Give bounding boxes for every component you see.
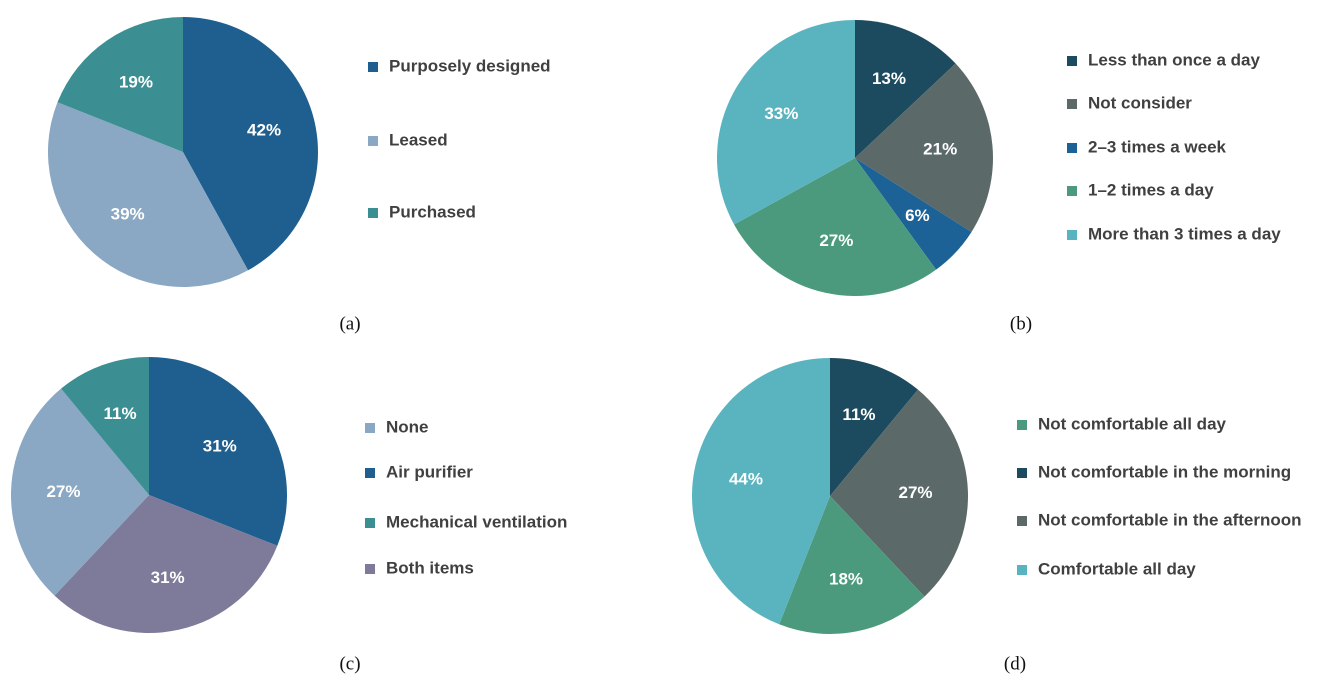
legend-label: Leased [389, 130, 448, 149]
legend-label: Purposely designed [389, 56, 551, 75]
pie-slice [61, 357, 149, 495]
legend-label: Less than once a day [1088, 50, 1260, 69]
legend-swatch [1067, 230, 1077, 240]
legend-label: Not comfortable in the afternoon [1038, 510, 1302, 529]
legend-swatch [365, 564, 375, 574]
data-label: 13% [872, 69, 906, 88]
pie-slice [830, 358, 918, 496]
legend-label: Purchased [389, 202, 476, 221]
data-label: 31% [203, 436, 237, 455]
data-label: 18% [829, 570, 863, 589]
legend-swatch [365, 468, 375, 478]
legend-label: 1–2 times a day [1088, 180, 1214, 199]
legend-swatch [1067, 99, 1077, 109]
legend-label: Both items [386, 558, 474, 577]
panel-caption: (c) [339, 653, 360, 674]
pie-slice [855, 63, 994, 232]
data-label: 39% [111, 204, 145, 223]
legend-label: None [386, 417, 429, 436]
legend-label: Not comfortable in the morning [1038, 462, 1291, 481]
data-label: 11% [842, 405, 875, 424]
pie-slice [717, 20, 855, 225]
legend-swatch [368, 208, 378, 218]
legend-label: More than 3 times a day [1088, 224, 1281, 243]
data-label: 27% [46, 482, 80, 501]
pie-slice [734, 158, 937, 297]
legend-swatch [1067, 186, 1077, 196]
legend-label: Mechanical ventilation [386, 512, 567, 531]
data-label: 27% [899, 483, 933, 502]
pie-slice [149, 357, 287, 546]
pie-slice [183, 17, 318, 271]
legend-swatch [365, 423, 375, 433]
data-label: 21% [923, 139, 957, 158]
legend-swatch [368, 136, 378, 146]
legend-label: Not consider [1088, 93, 1192, 112]
pie-slice [10, 388, 150, 596]
pie-slice [692, 358, 830, 625]
data-label: 6% [905, 206, 930, 225]
panel-caption: (d) [1004, 653, 1026, 674]
data-label: 27% [819, 231, 853, 250]
data-label: 44% [729, 469, 763, 488]
legend-swatch [365, 518, 375, 528]
data-label: 42% [247, 121, 281, 140]
pie-slice [855, 20, 956, 158]
pie-slice [54, 495, 278, 633]
data-label: 11% [103, 404, 136, 423]
legend-swatch [1017, 420, 1027, 430]
legend-swatch [368, 62, 378, 72]
pie-slice [779, 496, 925, 634]
legend-swatch [1017, 468, 1027, 478]
pie-slice [855, 158, 972, 270]
legend-label: Not comfortable all day [1038, 414, 1227, 433]
legend-label: Air purifier [386, 462, 473, 481]
data-label: 33% [764, 104, 798, 123]
legend-swatch [1017, 516, 1027, 526]
legend-label: 2–3 times a week [1088, 137, 1227, 156]
data-label: 31% [151, 568, 185, 587]
legend-swatch [1067, 143, 1077, 153]
pie-slice [830, 389, 968, 597]
legend-label: Comfortable all day [1038, 559, 1196, 578]
data-label: 19% [119, 72, 153, 91]
pie-slice [57, 17, 183, 152]
pie-slice [48, 102, 249, 287]
legend-swatch [1017, 565, 1027, 575]
panel-caption: (a) [339, 313, 360, 334]
panel-caption: (b) [1010, 313, 1032, 334]
legend-swatch [1067, 56, 1077, 66]
